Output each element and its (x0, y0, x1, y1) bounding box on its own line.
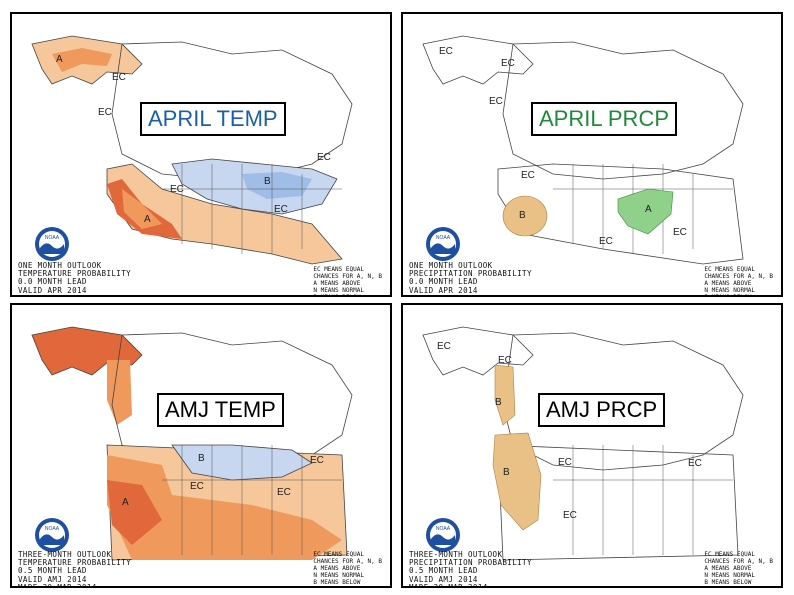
map-label: B (495, 397, 502, 408)
map-label: EC (563, 510, 577, 521)
panel-title: APRIL PRCP (531, 102, 678, 136)
map-label: EC (498, 355, 512, 366)
map-label: EC (190, 481, 204, 492)
panel-amj-prcp: AMJ PRCP EC EC B B EC EC EC NOAA THREE-M… (401, 303, 783, 588)
noaa-logo: NOAA (34, 226, 70, 262)
logo-text: NOAA (45, 526, 60, 532)
noaa-logo: NOAA (425, 226, 461, 262)
map-label: EC (317, 152, 331, 163)
map-label: EC (437, 341, 451, 352)
map-label: EC (98, 107, 112, 118)
map-label: EC (673, 227, 687, 238)
map-label: B (519, 210, 526, 221)
map-label: A (56, 54, 63, 65)
panel-title: APRIL TEMP (140, 102, 286, 136)
precipitation-map (422, 35, 744, 265)
map-label: A (122, 497, 129, 508)
logo-text: NOAA (436, 235, 451, 241)
logo-text: NOAA (45, 235, 60, 241)
map-label: B (198, 453, 205, 464)
map-label: EC (274, 204, 288, 215)
map-label: B (264, 176, 271, 187)
map-caption: THREE-MONTH OUTLOOK PRECIPITATION PROBAB… (409, 550, 532, 588)
map-legend: EC MEANS EQUAL CHANCES FOR A, N, B A MEA… (704, 551, 773, 586)
map-caption: ONE MONTH OUTLOOK TEMPERATURE PROBABILIT… (18, 261, 132, 295)
noaa-logo: NOAA (425, 517, 461, 553)
temperature-map (31, 35, 353, 265)
map-label: A (645, 204, 652, 215)
map-label: EC (599, 236, 613, 247)
panel-title: AMJ PRCP (538, 393, 666, 427)
panel-april-temp: APRIL TEMP A EC EC B EC EC A EC NOAA ONE… (10, 12, 392, 297)
map-label: EC (489, 96, 503, 107)
map-label: EC (170, 184, 184, 195)
map-label: EC (439, 46, 453, 57)
noaa-logo: NOAA (34, 517, 70, 553)
map-label: EC (521, 170, 535, 181)
map-legend: EC MEANS EQUAL CHANCES FOR A, N, B A MEA… (313, 551, 382, 586)
temperature-map (31, 326, 353, 561)
map-label: EC (310, 455, 324, 466)
map-legend: EC MEANS EQUAL CHANCES FOR A, N, B A MEA… (313, 266, 382, 295)
map-label: EC (112, 72, 126, 83)
map-label: A (144, 214, 151, 225)
precipitation-map (422, 326, 744, 561)
panel-amj-temp: AMJ TEMP B EC EC A EC NOAA THREE-MONTH O… (10, 303, 392, 588)
panel-title: AMJ TEMP (157, 393, 284, 427)
map-caption: ONE MONTH OUTLOOK PRECIPITATION PROBABIL… (409, 261, 532, 295)
map-caption: THREE-MONTH OUTLOOK TEMPERATURE PROBABIL… (18, 550, 132, 588)
panel-april-prcp: APRIL PRCP EC EC EC EC B A EC EC NOAA ON… (401, 12, 783, 297)
map-legend: EC MEANS EQUAL CHANCES FOR A, N, B A MEA… (704, 266, 773, 295)
map-label: EC (277, 487, 291, 498)
map-label: B (503, 467, 510, 478)
map-label: EC (558, 457, 572, 468)
map-label: EC (501, 58, 515, 69)
map-label: EC (688, 458, 702, 469)
logo-text: NOAA (436, 526, 451, 532)
